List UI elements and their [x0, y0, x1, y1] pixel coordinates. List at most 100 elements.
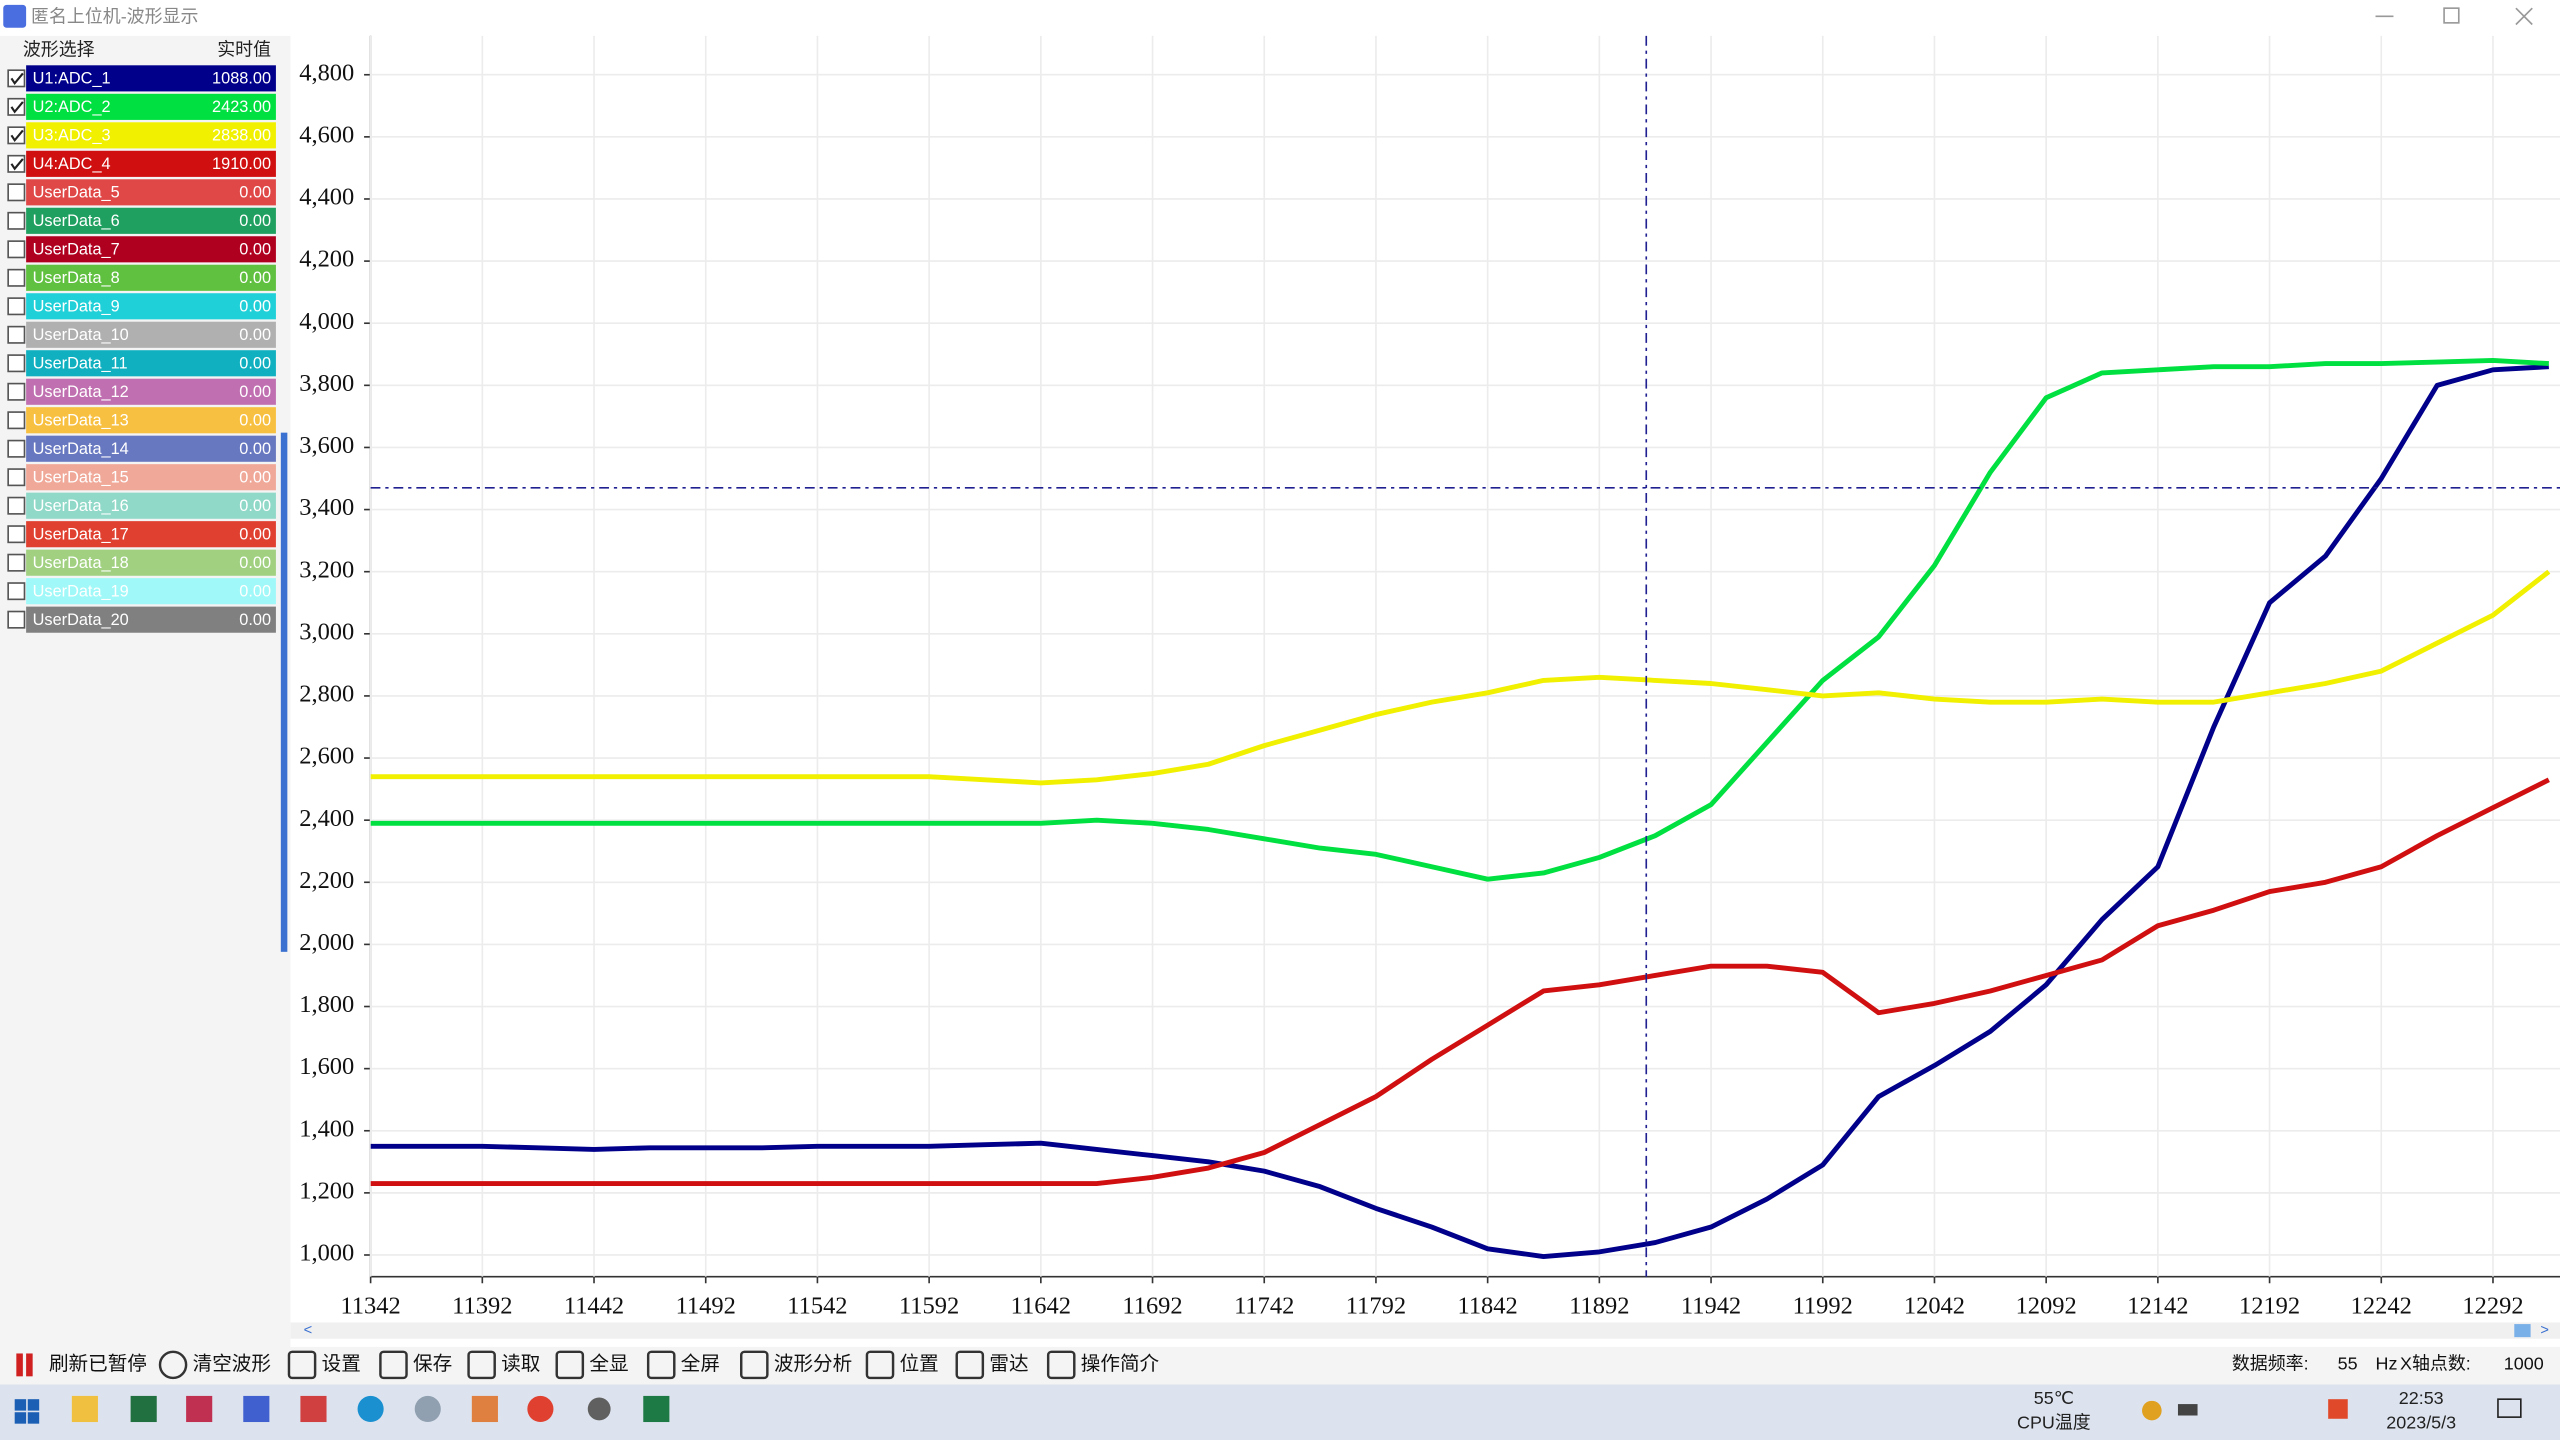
channel-row[interactable] — [26, 378, 276, 405]
checkbox[interactable] — [7, 354, 26, 373]
tool-button[interactable]: 波形分析 — [774, 1353, 852, 1375]
checkbox[interactable] — [7, 126, 26, 145]
panel-header: 波形选择 — [23, 39, 95, 59]
channel-row[interactable] — [26, 407, 276, 434]
channel-value: 0.00 — [239, 354, 271, 372]
channel-row[interactable] — [26, 150, 276, 177]
h-scrollbar[interactable] — [290, 1322, 2560, 1339]
checkbox[interactable] — [7, 240, 26, 259]
y-tick-label: 1,800 — [299, 991, 354, 1018]
channel-name: U2:ADC_2 — [33, 98, 111, 116]
y-tick-label: 1,400 — [299, 1115, 354, 1142]
tool-button[interactable]: 清空波形 — [193, 1353, 271, 1375]
checkbox[interactable] — [7, 154, 26, 173]
scroll-right[interactable]: > — [2540, 1322, 2549, 1338]
channel-row[interactable] — [26, 293, 276, 320]
tool-button[interactable]: 设置 — [322, 1353, 361, 1375]
checkbox[interactable] — [7, 439, 26, 458]
tool-button[interactable]: 全显 — [589, 1353, 628, 1375]
checkbox[interactable] — [7, 297, 26, 316]
checkmark — [10, 129, 24, 143]
panel-scrollbar[interactable] — [280, 432, 288, 952]
channel-value: 1910.00 — [212, 155, 271, 173]
checkbox[interactable] — [7, 69, 26, 88]
notifications[interactable] — [2497, 1398, 2522, 1418]
channel-value: 0.00 — [239, 440, 271, 458]
channel-row[interactable] — [26, 435, 276, 462]
channel-row[interactable] — [26, 321, 276, 348]
channel-row[interactable] — [26, 264, 276, 291]
channel-value: 0.00 — [239, 497, 271, 515]
x-tick-label: 11742 — [1234, 1292, 1294, 1319]
y-tick-label: 1,600 — [299, 1053, 354, 1080]
y-tick-label: 3,400 — [299, 494, 354, 521]
window-title: 匿名上位机-波形显示 — [31, 7, 198, 27]
scroll-left[interactable]: < — [304, 1322, 313, 1338]
channel-row[interactable] — [26, 207, 276, 234]
checkbox[interactable] — [7, 411, 26, 430]
checkbox[interactable] — [7, 582, 26, 601]
channel-value: 2423.00 — [212, 98, 271, 116]
tool-button[interactable]: 雷达 — [989, 1353, 1028, 1375]
channel-value: 0.00 — [239, 269, 271, 287]
tool-button[interactable]: 保存 — [413, 1353, 452, 1375]
checkbox[interactable] — [7, 382, 26, 401]
scroll-thumb[interactable] — [2514, 1324, 2531, 1338]
tool-icon — [379, 1350, 408, 1380]
channel-row[interactable] — [26, 179, 276, 206]
x-tick-label: 11992 — [1793, 1292, 1853, 1319]
channel-value: 0.00 — [239, 297, 271, 315]
checkbox[interactable] — [7, 211, 26, 230]
start-button[interactable] — [14, 1399, 40, 1424]
channel-row[interactable] — [26, 236, 276, 263]
x-tick-label: 11342 — [340, 1292, 400, 1319]
channel-row[interactable] — [26, 578, 276, 605]
x-tick-label: 11842 — [1458, 1292, 1518, 1319]
channel-name: UserData_15 — [33, 468, 129, 486]
tool-button[interactable]: 全屏 — [681, 1353, 720, 1375]
channel-name: UserData_7 — [33, 240, 120, 258]
checkbox[interactable] — [7, 496, 26, 515]
clock-date: 2023/5/3 — [2386, 1412, 2456, 1432]
channel-name: UserData_13 — [33, 411, 129, 429]
checkbox[interactable] — [7, 553, 26, 572]
checkbox[interactable] — [7, 97, 26, 116]
channel-row[interactable] — [26, 464, 276, 491]
tray-icons[interactable] — [2142, 1399, 2348, 1421]
window-controls[interactable] — [2375, 7, 2533, 26]
plot-background — [290, 35, 2560, 1347]
tool-icon — [555, 1350, 585, 1380]
channel-row[interactable] — [26, 350, 276, 377]
checkbox[interactable] — [7, 183, 26, 202]
x-tick-label: 11692 — [1122, 1292, 1182, 1319]
x-tick-label: 11442 — [564, 1292, 624, 1319]
channel-row[interactable] — [26, 122, 276, 149]
channel-row[interactable] — [26, 93, 276, 120]
checkbox[interactable] — [7, 268, 26, 287]
y-tick-label: 2,600 — [299, 743, 354, 770]
checkmark — [10, 158, 24, 171]
channel-name: UserData_9 — [33, 297, 120, 315]
tool-button[interactable]: 操作简介 — [1081, 1353, 1160, 1375]
taskbar-apps[interactable] — [71, 1395, 670, 1423]
checkbox[interactable] — [7, 468, 26, 487]
checkbox[interactable] — [7, 325, 26, 344]
y-tick-label: 1,200 — [299, 1177, 354, 1204]
channel-row[interactable] — [26, 65, 276, 92]
tool-icon — [740, 1350, 769, 1380]
checkbox[interactable] — [7, 525, 26, 544]
channel-name: UserData_14 — [33, 440, 129, 458]
channel-row[interactable] — [26, 492, 276, 519]
channel-row[interactable] — [26, 521, 276, 548]
tool-icon — [865, 1350, 895, 1380]
channel-name: U3:ADC_3 — [33, 126, 111, 144]
tool-button[interactable]: 刷新已暂停 — [49, 1353, 147, 1375]
clock-time: 22:53 — [2399, 1388, 2444, 1408]
tool-button[interactable]: 位置 — [900, 1353, 939, 1375]
channel-row[interactable] — [26, 606, 276, 633]
x-tick-label: 11492 — [676, 1292, 736, 1319]
checkbox[interactable] — [7, 610, 26, 629]
channel-row[interactable] — [26, 549, 276, 576]
tool-button[interactable]: 读取 — [501, 1353, 540, 1375]
y-tick-label: 4,000 — [299, 308, 354, 335]
